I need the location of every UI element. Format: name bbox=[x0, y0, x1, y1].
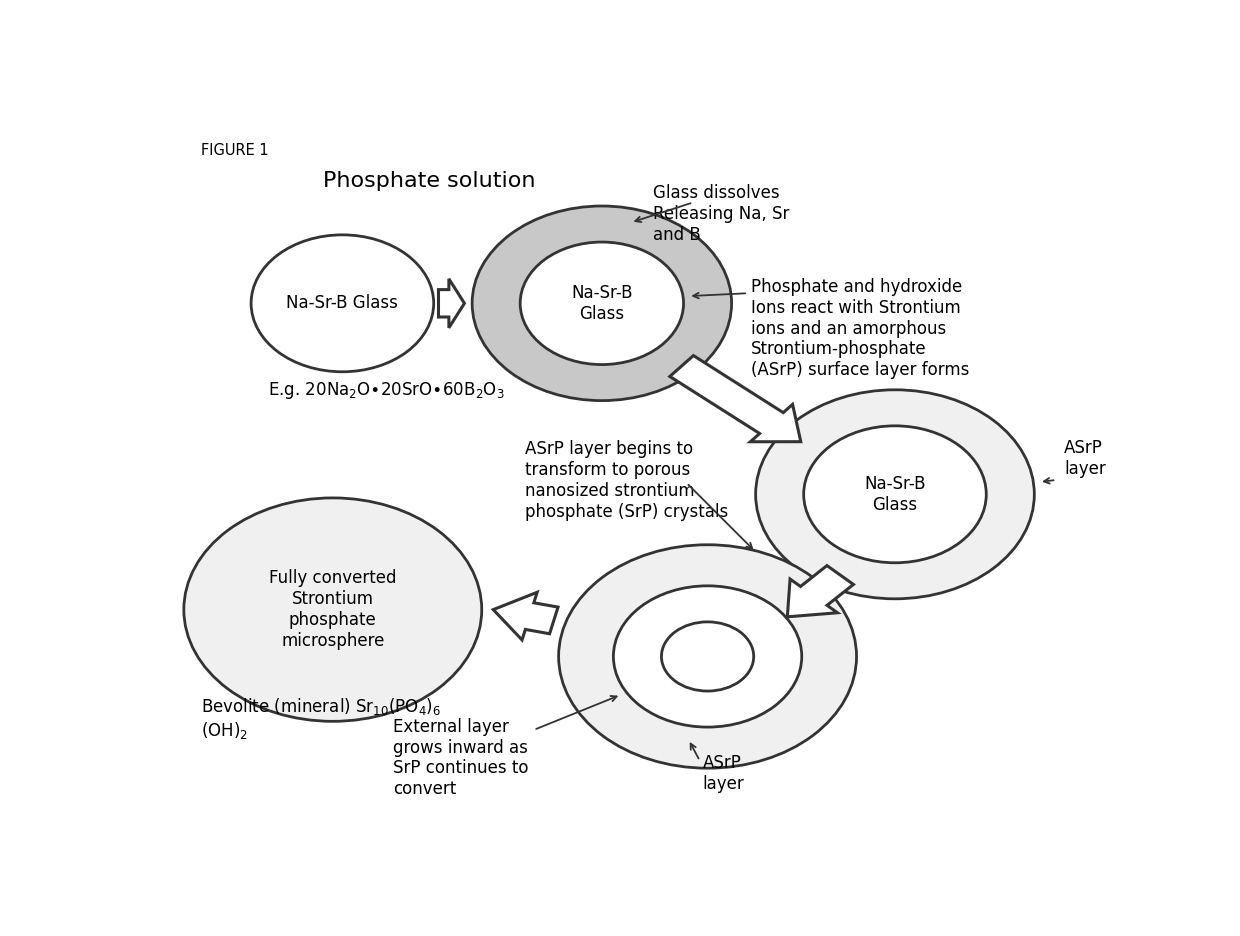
Text: Phosphate solution: Phosphate solution bbox=[324, 170, 536, 191]
Text: Fully converted
Strontium
phosphate
microsphere: Fully converted Strontium phosphate micr… bbox=[269, 569, 397, 650]
Polygon shape bbox=[787, 565, 853, 617]
Text: Glass dissolves
Releasing Na, Sr
and B: Glass dissolves Releasing Na, Sr and B bbox=[652, 184, 789, 244]
Circle shape bbox=[472, 206, 732, 401]
Text: E.g. 20Na$_2$O$\bullet$20SrO$\bullet$60B$_2$O$_3$: E.g. 20Na$_2$O$\bullet$20SrO$\bullet$60B… bbox=[268, 380, 505, 401]
Circle shape bbox=[558, 545, 857, 768]
Polygon shape bbox=[439, 279, 465, 328]
Text: FIGURE 1: FIGURE 1 bbox=[201, 142, 269, 157]
Circle shape bbox=[755, 389, 1034, 599]
Text: Phosphate and hydroxide
Ions react with Strontium
ions and an amorphous
Strontiu: Phosphate and hydroxide Ions react with … bbox=[751, 278, 970, 379]
Circle shape bbox=[521, 242, 683, 365]
Text: Na-Sr-B Glass: Na-Sr-B Glass bbox=[286, 294, 398, 313]
Polygon shape bbox=[494, 592, 558, 640]
Circle shape bbox=[804, 426, 986, 563]
Text: Na-Sr-B
Glass: Na-Sr-B Glass bbox=[572, 284, 632, 323]
Circle shape bbox=[184, 498, 481, 722]
Text: External layer
grows inward as
SrP continues to
convert: External layer grows inward as SrP conti… bbox=[393, 718, 528, 798]
Polygon shape bbox=[670, 356, 801, 442]
Circle shape bbox=[661, 622, 754, 691]
Text: ASrP layer begins to
transform to porous
nanosized strontium
phosphate (SrP) cry: ASrP layer begins to transform to porous… bbox=[525, 440, 728, 520]
Text: Na-Sr-B
Glass: Na-Sr-B Glass bbox=[864, 475, 926, 514]
Text: Bevolite (mineral) Sr$_{10}$(PO$_4$)$_6$
(OH)$_2$: Bevolite (mineral) Sr$_{10}$(PO$_4$)$_6$… bbox=[201, 696, 441, 741]
Text: ASrP
layer: ASrP layer bbox=[1064, 439, 1106, 477]
Text: ASrP
layer: ASrP layer bbox=[703, 753, 744, 793]
Circle shape bbox=[614, 586, 802, 727]
Circle shape bbox=[250, 235, 434, 372]
